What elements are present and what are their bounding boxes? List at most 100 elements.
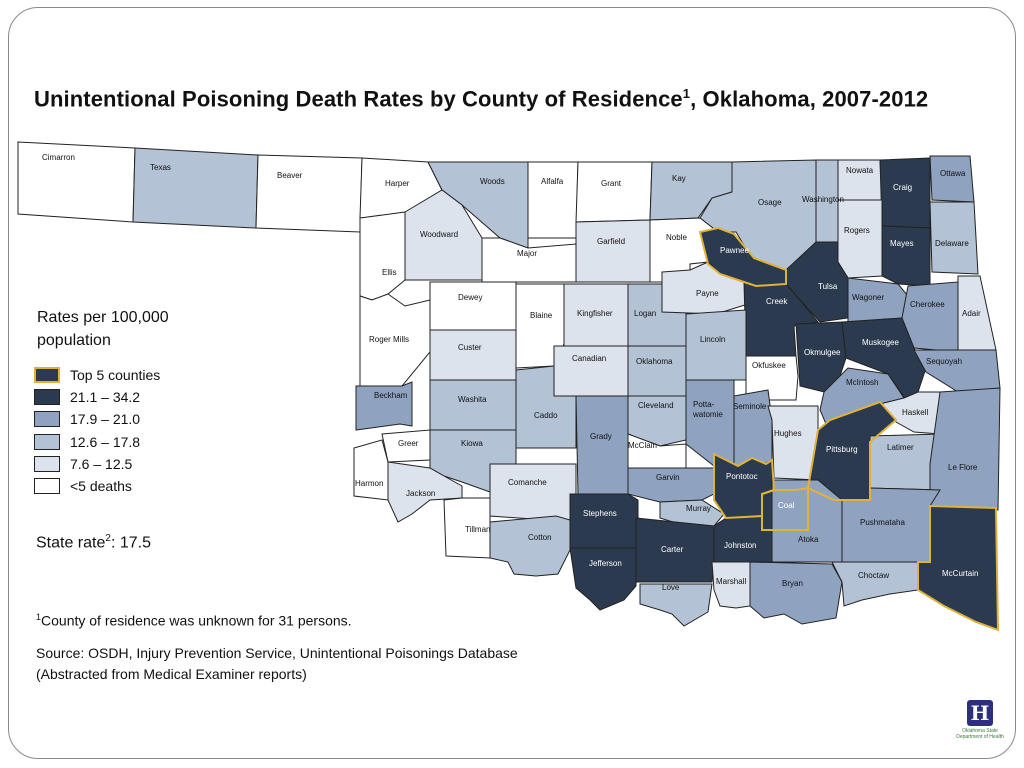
county-label-osage: Osage bbox=[758, 198, 782, 207]
county-label-ellis: Ellis bbox=[382, 268, 397, 277]
county-label-mccurtain: McCurtain bbox=[942, 569, 978, 578]
county-label-pawnee: Pawnee bbox=[720, 246, 749, 255]
source-note: Source: OSDH, Injury Prevention Service,… bbox=[36, 645, 518, 682]
county-dewey bbox=[429, 281, 517, 331]
county-label-haskell: Haskell bbox=[902, 408, 928, 417]
county-grady bbox=[575, 395, 629, 495]
county-cimarron bbox=[17, 141, 136, 223]
county-label-oklahoma: Oklahoma bbox=[636, 357, 673, 366]
county-lincoln bbox=[685, 309, 747, 381]
county-label-johnston: Johnston bbox=[724, 541, 756, 550]
county-le-flore bbox=[929, 387, 1001, 511]
county-jefferson bbox=[569, 547, 637, 611]
county-label-pushmataha: Pushmataha bbox=[860, 518, 905, 527]
legend-item-lighter: 7.6 – 12.5 bbox=[34, 453, 160, 475]
osdh-logo: H Oklahoma State Department of Health bbox=[948, 700, 1012, 740]
legend-swatch bbox=[34, 433, 60, 450]
legend-swatch bbox=[34, 478, 60, 495]
legend-item-top5: Top 5 counties bbox=[34, 364, 160, 386]
county-label-wagoner: Wagoner bbox=[852, 293, 885, 302]
county-label-nowata: Nowata bbox=[846, 166, 874, 175]
county-label-beaver: Beaver bbox=[277, 171, 303, 180]
county-label-stephens: Stephens bbox=[583, 509, 617, 518]
county-label-noble: Noble bbox=[666, 233, 687, 242]
county-label-creek: Creek bbox=[766, 297, 788, 306]
legend: Top 5 counties 21.1 – 34.2 17.9 – 21.0 1… bbox=[34, 364, 160, 497]
legend-swatch bbox=[34, 367, 60, 384]
county-label-roger-mills: Roger Mills bbox=[369, 335, 409, 344]
county-label-delaware: Delaware bbox=[935, 239, 969, 248]
county-label-mcintosh: McIntosh bbox=[846, 378, 878, 387]
county-label-coal: Coal bbox=[778, 501, 795, 510]
county-texas bbox=[132, 147, 259, 229]
county-label-garfield: Garfield bbox=[597, 237, 625, 246]
county-label-choctaw: Choctaw bbox=[858, 571, 889, 580]
logo-text: Oklahoma State Department of Health bbox=[956, 728, 1004, 740]
county-label-bryan: Bryan bbox=[782, 579, 803, 588]
county-label-le-flore: Le Flore bbox=[948, 463, 978, 472]
county-label-kingfisher: Kingfisher bbox=[577, 309, 613, 318]
county-label-mayes: Mayes bbox=[890, 239, 914, 248]
county-label-washington: Washington bbox=[802, 195, 844, 204]
county-alfalfa bbox=[527, 161, 579, 239]
county-label-seminole: Seminole bbox=[733, 402, 767, 411]
legend-swatch bbox=[34, 389, 60, 406]
county-label-canadian: Canadian bbox=[572, 354, 606, 363]
county-label-love: Love bbox=[662, 583, 680, 592]
health-logo-icon: H bbox=[967, 700, 993, 726]
county-label-potta-watomie: Potta-watomie bbox=[692, 400, 723, 419]
county-label-washita: Washita bbox=[458, 395, 487, 404]
county-ellis bbox=[359, 211, 406, 301]
map-title: Unintentional Poisoning Death Rates by C… bbox=[34, 86, 929, 112]
county-grant bbox=[575, 161, 653, 223]
county-label-logan: Logan bbox=[634, 309, 656, 318]
county-potta-watomie bbox=[685, 379, 735, 467]
legend-heading: Rates per 100,000 population bbox=[37, 309, 169, 349]
county-label-woodward: Woodward bbox=[420, 230, 458, 239]
county-choctaw bbox=[831, 561, 919, 607]
county-label-tulsa: Tulsa bbox=[818, 282, 838, 291]
county-label-payne: Payne bbox=[696, 289, 719, 298]
top5-outline-pittsburg bbox=[806, 400, 898, 501]
county-label-greer: Greer bbox=[398, 439, 419, 448]
county-label-cimarron: Cimarron bbox=[42, 153, 75, 162]
county-mcclain bbox=[627, 433, 687, 469]
county-love bbox=[639, 583, 713, 627]
county-label-garvin: Garvin bbox=[656, 473, 680, 482]
county-label-dewey: Dewey bbox=[458, 293, 482, 302]
legend-item-light: 12.6 – 17.8 bbox=[34, 431, 160, 453]
county-label-woods: Woods bbox=[480, 177, 505, 186]
county-label-mcclain: McClain bbox=[628, 441, 657, 450]
county-delaware bbox=[929, 201, 979, 275]
county-major bbox=[481, 237, 577, 283]
county-label-carter: Carter bbox=[661, 545, 684, 554]
county-jackson bbox=[387, 461, 463, 523]
top5-outline-coal bbox=[761, 486, 809, 531]
county-custer bbox=[429, 329, 517, 381]
county-oklahoma bbox=[627, 345, 687, 397]
legend-item-none: <5 deaths bbox=[34, 475, 160, 497]
county-bryan bbox=[749, 561, 843, 625]
county-ottawa bbox=[929, 155, 975, 203]
county-label-cotton: Cotton bbox=[528, 533, 552, 542]
county-comanche bbox=[489, 463, 577, 523]
county-label-major: Major bbox=[517, 249, 537, 258]
county-label-beckham: Beckham bbox=[374, 391, 408, 400]
county-label-cherokee: Cherokee bbox=[910, 300, 945, 309]
county-label-sequoyah: Sequoyah bbox=[926, 357, 962, 366]
county-label-cleveland: Cleveland bbox=[638, 401, 674, 410]
county-label-latimer: Latimer bbox=[887, 443, 914, 452]
county-label-muskogee: Muskogee bbox=[862, 338, 899, 347]
county-label-caddo: Caddo bbox=[534, 411, 558, 420]
top5-outline-mccurtain bbox=[917, 504, 1000, 632]
county-label-custer: Custer bbox=[458, 343, 482, 352]
county-label-kiowa: Kiowa bbox=[461, 439, 483, 448]
county-garfield bbox=[575, 219, 651, 283]
county-label-blaine: Blaine bbox=[530, 311, 553, 320]
county-label-atoka: Atoka bbox=[798, 535, 819, 544]
legend-item-dark: 21.1 – 34.2 bbox=[34, 386, 160, 408]
county-label-kay: Kay bbox=[672, 174, 686, 183]
county-label-adair: Adair bbox=[962, 309, 981, 318]
county-label-lincoln: Lincoln bbox=[700, 335, 725, 344]
